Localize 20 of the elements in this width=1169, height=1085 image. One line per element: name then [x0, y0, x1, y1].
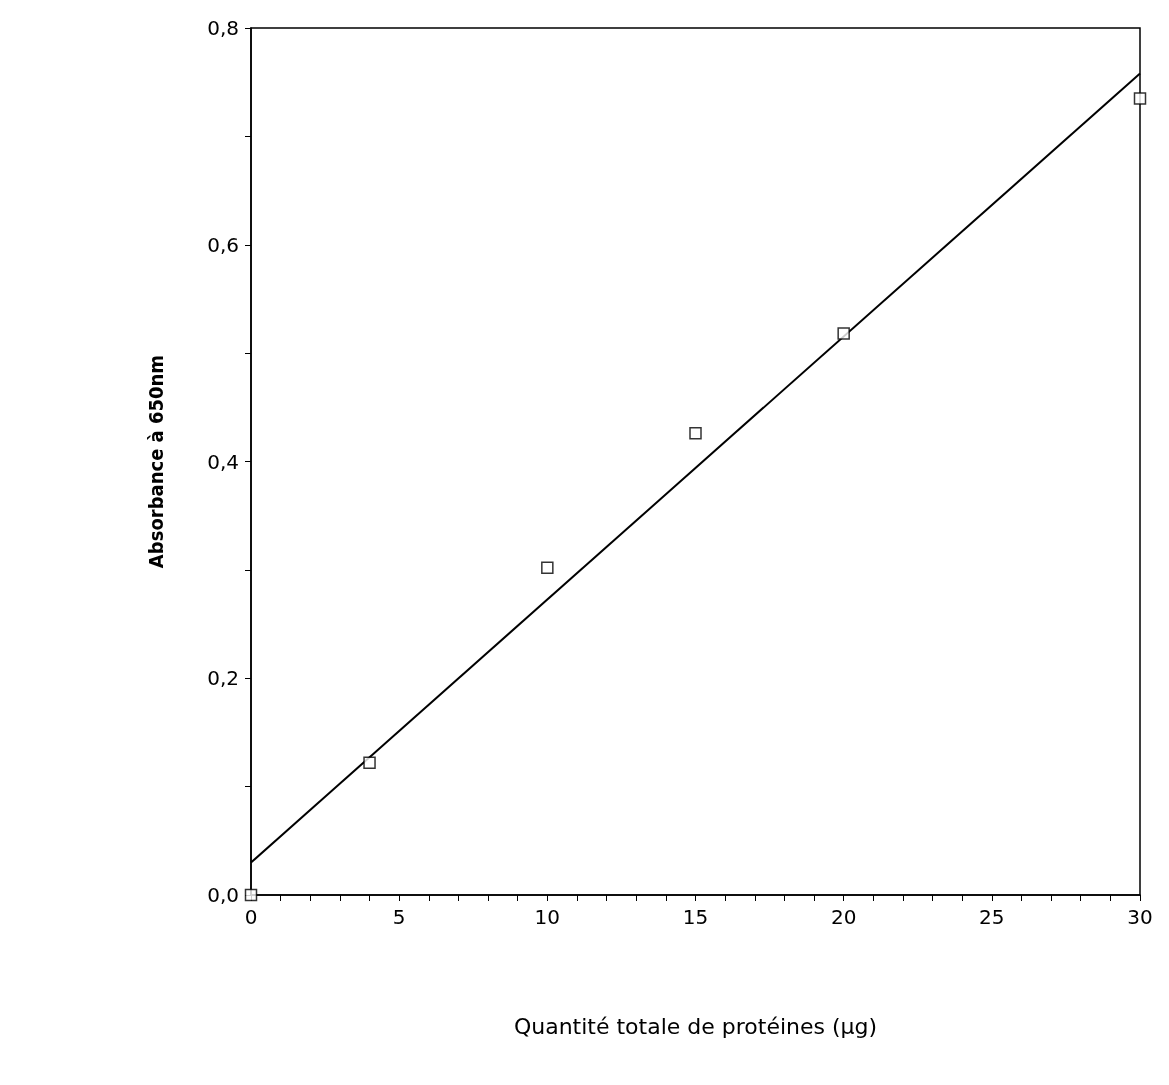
point	[837, 327, 850, 340]
x-tick-label: 20	[830, 905, 857, 929]
y-tick-label: 0,6	[207, 232, 239, 257]
point	[541, 561, 554, 574]
x-tick-label: 25	[979, 905, 1005, 929]
y-axis-title: Absorbance à 650nm	[144, 354, 168, 569]
x-tick-label: 5	[392, 905, 406, 929]
x-tick-label: 15	[682, 905, 709, 929]
point	[244, 888, 258, 902]
point	[1133, 92, 1147, 105]
x-axis-title: Quantité totale de protéines (µg)	[513, 1013, 878, 1039]
x-tick-label: 10	[534, 905, 561, 929]
x-tick-label: 0	[244, 905, 258, 929]
point	[363, 756, 376, 770]
y-tick-label: 0,4	[207, 449, 239, 474]
y-tick-label: 0,0	[207, 883, 239, 907]
x-tick-label: 30	[1127, 905, 1153, 929]
y-tick-label: 0,2	[207, 666, 239, 691]
y-tick-label: 0,8	[207, 16, 239, 40]
point	[689, 427, 702, 440]
